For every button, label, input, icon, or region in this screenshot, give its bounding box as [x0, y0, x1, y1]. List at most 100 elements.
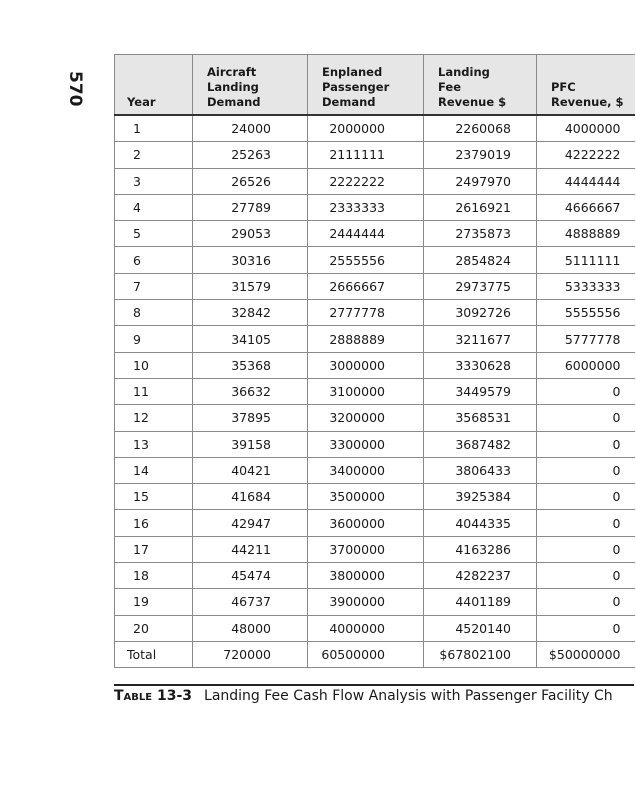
table-cell: 7 — [114, 272, 193, 301]
table-row: 17 44211 3700000 4163286 0 — [114, 535, 635, 564]
table-cell: 3568531 — [423, 404, 537, 432]
table-cell: 2777778 — [307, 299, 424, 327]
column-header: Year — [114, 54, 193, 116]
table-cell: 17 — [114, 535, 193, 564]
table-cell: 2111111 — [307, 141, 424, 169]
table-cell: 3700000 — [307, 535, 424, 564]
table-cell: 6 — [114, 246, 193, 274]
table-row: 9 34105 2888889 3211677 5777778 — [114, 325, 635, 353]
table-cell: 4044335 — [423, 509, 537, 537]
table-cell: 18 — [114, 562, 193, 590]
table-cell: 2333333 — [307, 193, 424, 222]
table-row: 15 41684 3500000 3925384 0 — [114, 483, 635, 511]
table-cell: 3806433 — [423, 456, 537, 485]
table-cell: 24000 — [192, 114, 308, 143]
table-cell: 0 — [536, 483, 635, 511]
table-cell: 2222222 — [307, 167, 424, 195]
table-cell: 41684 — [192, 483, 308, 511]
table-cell: 3092726 — [423, 299, 537, 327]
table-cell: 2666667 — [307, 272, 424, 301]
table-cell: 31579 — [192, 272, 308, 301]
table-cell: 60500000 — [307, 640, 424, 669]
table-cell: 0 — [536, 377, 635, 406]
table-cell: 4 — [114, 193, 193, 222]
table-cell: 40421 — [192, 456, 308, 485]
table-cell: 4401189 — [423, 588, 537, 616]
table-cell: 3211677 — [423, 325, 537, 353]
table-cell: 12 — [114, 404, 193, 432]
table-cell: 2888889 — [307, 325, 424, 353]
table-row: 11 36632 3100000 3449579 0 — [114, 377, 635, 406]
table-cell: 0 — [536, 614, 635, 642]
table-cell: 46737 — [192, 588, 308, 616]
table-cell: 0 — [536, 430, 635, 458]
table-cell: 4000000 — [307, 614, 424, 642]
table-cell: 4282237 — [423, 562, 537, 590]
table-cell: 3 — [114, 167, 193, 195]
table-cell: 2000000 — [307, 114, 424, 143]
table-row: 19 46737 3900000 4401189 0 — [114, 588, 635, 616]
table-cell: 3900000 — [307, 588, 424, 616]
table-cell: 9 — [114, 325, 193, 353]
table-cell: 45474 — [192, 562, 308, 590]
table-cell: 25263 — [192, 141, 308, 169]
table-cell: 29053 — [192, 220, 308, 248]
table-cell: Total — [114, 640, 193, 669]
table-cell: 0 — [536, 588, 635, 616]
table-cell: 20 — [114, 614, 193, 642]
table-cell: 2379019 — [423, 141, 537, 169]
table-cell: 3100000 — [307, 377, 424, 406]
table-cell: 3800000 — [307, 562, 424, 590]
table-cell: 14 — [114, 456, 193, 485]
table-cell: 36632 — [192, 377, 308, 406]
table-cell: 3687482 — [423, 430, 537, 458]
table-row: 5 29053 2444444 2735873 4888889 — [114, 220, 635, 248]
table-cell: $50000000 — [536, 640, 635, 669]
table-cell: 16 — [114, 509, 193, 537]
table-cell: 0 — [536, 562, 635, 590]
table-cell: 2 — [114, 141, 193, 169]
table-row: 20 48000 4000000 4520140 0 — [114, 614, 635, 642]
table-header-row: Year Aircraft Landing Demand Enplaned Pass… — [114, 54, 635, 116]
caption-rule — [114, 684, 634, 686]
table-cell: 4000000 — [536, 114, 635, 143]
caption-label: Table 13-3 — [114, 688, 193, 704]
table-cell: 39158 — [192, 430, 308, 458]
table-cell: 2555556 — [307, 246, 424, 274]
table-cell: 6000000 — [536, 351, 635, 379]
table-cell: 32842 — [192, 299, 308, 327]
table-cell: 720000 — [192, 640, 308, 669]
table-cell: 4888889 — [536, 220, 635, 248]
table-cell: 3400000 — [307, 456, 424, 485]
table-row: 2 25263 2111111 2379019 4222222 — [114, 141, 635, 169]
table-cell: 42947 — [192, 509, 308, 537]
table-row: 1 24000 2000000 2260068 4000000 — [114, 114, 635, 143]
table-row: 16 42947 3600000 4044335 0 — [114, 509, 635, 537]
table-cell: 4666667 — [536, 193, 635, 222]
table-row: 18 45474 3800000 4282237 0 — [114, 562, 635, 590]
table-cell: 8 — [114, 299, 193, 327]
column-header: Enplaned Passenger Demand — [307, 54, 424, 116]
table-cell: 19 — [114, 588, 193, 616]
table-cell: 4444444 — [536, 167, 635, 195]
table-cell: 2973775 — [423, 272, 537, 301]
cash-flow-table: Year Aircraft Landing Demand Enplaned Pass… — [114, 54, 635, 669]
table-cell: 10 — [114, 351, 193, 379]
table-row: 4 27789 2333333 2616921 4666667 — [114, 193, 635, 222]
table-cell: 5555556 — [536, 299, 635, 327]
table-cell: 3925384 — [423, 483, 537, 511]
table-cell: 4222222 — [536, 141, 635, 169]
table-cell: 5111111 — [536, 246, 635, 274]
caption-text: Landing Fee Cash Flow Analysis with Pass… — [204, 688, 613, 704]
total-row: Total 720000 60500000 $67802100 $50000000 — [114, 640, 635, 669]
table-cell: 2260068 — [423, 114, 537, 143]
table-row: 14 40421 3400000 3806433 0 — [114, 456, 635, 485]
table-cell: 4163286 — [423, 535, 537, 564]
table-cell: 0 — [536, 404, 635, 432]
table-cell: 15 — [114, 483, 193, 511]
table-cell: 2444444 — [307, 220, 424, 248]
table-cell: 37895 — [192, 404, 308, 432]
table-cell: 48000 — [192, 614, 308, 642]
column-header: PFC Revenue, $ — [536, 54, 635, 116]
table-cell: 30316 — [192, 246, 308, 274]
